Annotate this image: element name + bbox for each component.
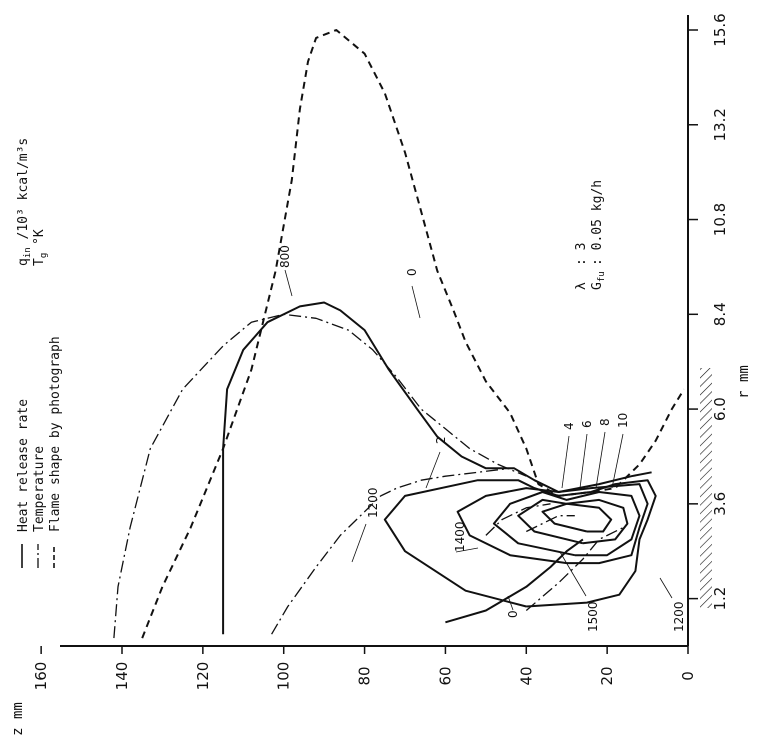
- r-tick-label: 10.8: [711, 203, 729, 236]
- label-q8: 8: [598, 418, 612, 426]
- label-t1200-inner: 1200: [672, 601, 686, 632]
- unit-heat-release: qin /10³ kcal/m³s: [16, 138, 33, 266]
- legend-item-flame-shape: Flame shape by photograph: [48, 336, 63, 568]
- series-line-9: [271, 467, 511, 635]
- svg-text:Temperature: Temperature: [32, 446, 47, 532]
- z-axis-ticks: 0 20 40 60 80 100 120 140 160: [32, 646, 697, 690]
- series-line-0: [141, 29, 685, 639]
- series-line-12: [525, 526, 624, 611]
- label-t800: 800: [278, 245, 292, 268]
- z-tick-label: 100: [275, 662, 293, 691]
- z-tick-label: 40: [517, 666, 535, 685]
- burner-wall-hatching: [700, 368, 712, 608]
- series-line-2: [383, 479, 657, 608]
- conditions-block: λ: 3 Gfu: 0.05 kg/h: [574, 180, 607, 290]
- condition-gfu: Gfu: 0.05 kg/h: [590, 180, 607, 290]
- r-tick-label: 1.2: [711, 587, 729, 611]
- unit-temperature: Tg °K: [32, 229, 49, 266]
- z-tick-label: 120: [194, 662, 212, 691]
- label-q6: 6: [580, 420, 594, 428]
- label-q2: 2: [434, 436, 448, 444]
- label-q4: 4: [562, 422, 576, 430]
- svg-text:z mm: z mm: [10, 702, 26, 736]
- r-tick-label: 6.0: [711, 397, 729, 421]
- r-tick-label: 13.2: [711, 108, 729, 141]
- condition-lambda: λ: 3: [574, 243, 589, 290]
- series-line-11: [526, 515, 575, 533]
- units-block: qin /10³ kcal/m³s Tg °K: [16, 138, 49, 266]
- legend-item-heat-release: Heat release rate: [16, 399, 31, 568]
- z-axis-label: z mm: [10, 702, 26, 736]
- z-tick-label: 60: [436, 666, 454, 685]
- r-tick-label: 8.4: [711, 302, 729, 326]
- z-tick-label: 160: [32, 662, 50, 691]
- label-t1500: 1500: [586, 601, 600, 632]
- contour-labels: 0 2 4 6 8 10 0 800 1200 1400 1500 1200: [278, 245, 686, 632]
- label-t1400: 1400: [453, 521, 467, 552]
- series-line-5: [517, 498, 629, 545]
- r-tick-label: 3.6: [711, 492, 729, 516]
- label-t1200: 1200: [366, 487, 380, 518]
- series-line-7: [445, 538, 584, 624]
- svg-text:r mm: r mm: [736, 365, 752, 399]
- series-line-8: [113, 313, 527, 639]
- r-axis-label: r mm: [736, 365, 752, 399]
- series-line-10: [485, 503, 551, 536]
- svg-text:Flame shape by photograph: Flame shape by photograph: [48, 336, 63, 532]
- plot-area: [113, 29, 685, 639]
- z-tick-label: 0: [679, 671, 697, 681]
- label-q0-outer: 0: [405, 268, 419, 276]
- svg-text:Heat release rate: Heat release rate: [16, 399, 31, 532]
- z-tick-label: 140: [113, 662, 131, 691]
- series-line-3: [456, 483, 649, 565]
- r-tick-label: 15.6: [711, 13, 729, 46]
- z-tick-label: 80: [356, 666, 374, 685]
- label-q10: 10: [616, 413, 630, 428]
- legend: Heat release rate Temperature Flame shap…: [16, 336, 63, 568]
- series-line-6: [541, 502, 613, 533]
- label-q0-inner: 0: [506, 610, 520, 618]
- z-tick-label: 20: [598, 666, 616, 685]
- series-line-1: [222, 301, 652, 635]
- r-axis-ticks: 1.2 3.6 6.0 8.4 10.8 13.2 15.6: [688, 13, 729, 611]
- legend-item-temperature: Temperature: [32, 446, 47, 568]
- series-line-4: [492, 491, 641, 557]
